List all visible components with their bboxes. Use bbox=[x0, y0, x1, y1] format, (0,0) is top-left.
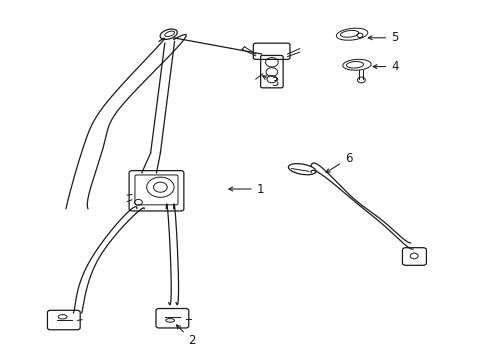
Text: 3: 3 bbox=[262, 76, 278, 89]
Text: 6: 6 bbox=[325, 152, 351, 172]
Text: 4: 4 bbox=[372, 60, 398, 73]
Text: 2: 2 bbox=[176, 325, 195, 347]
Text: 1: 1 bbox=[228, 183, 264, 195]
Text: 5: 5 bbox=[367, 31, 398, 44]
